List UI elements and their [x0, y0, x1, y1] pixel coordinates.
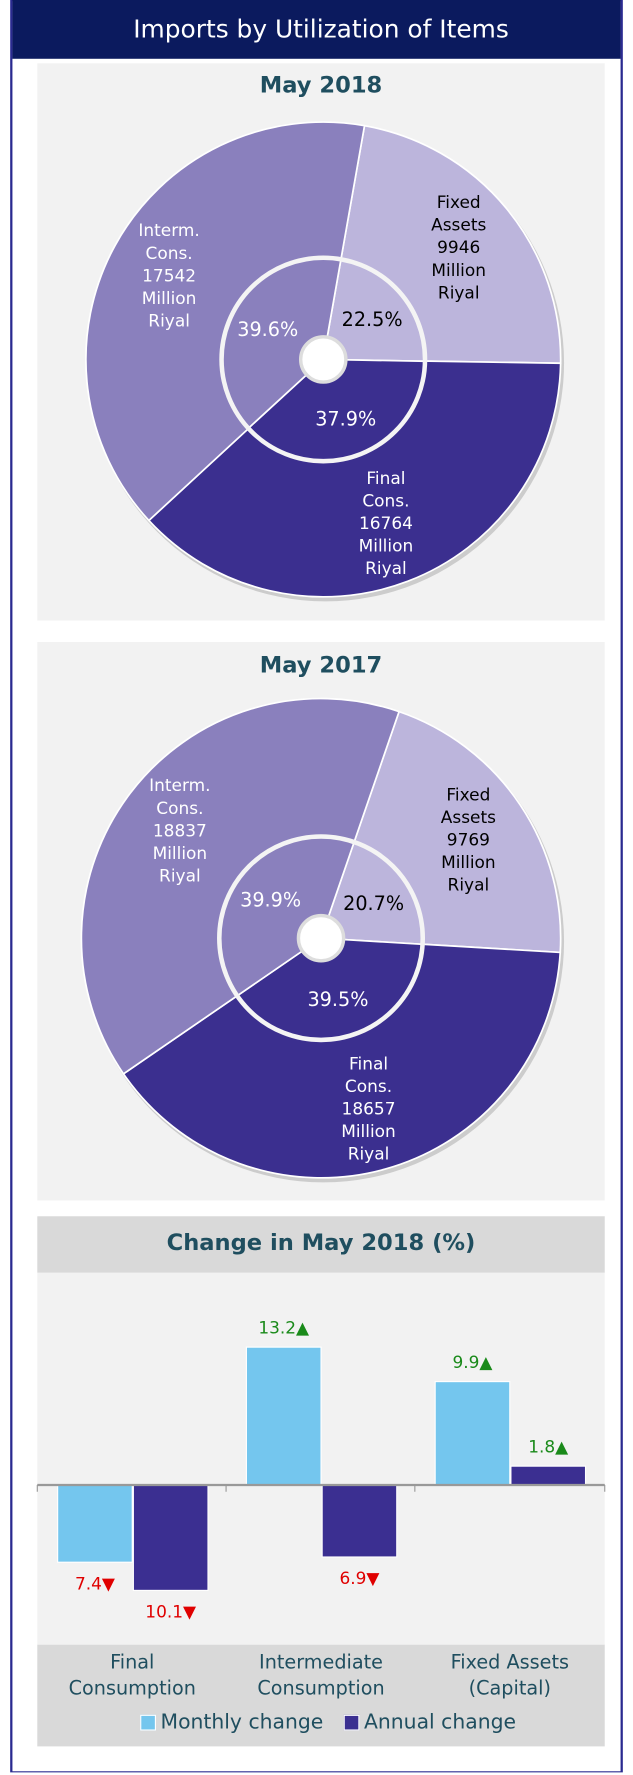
category: Final Cons.: [344, 1053, 393, 1097]
unit: Million Riyal: [441, 851, 496, 895]
panel-header: [37, 1216, 605, 1273]
value: 9769: [446, 829, 490, 850]
share-label: 20.7%: [343, 892, 404, 915]
share-label: 37.9%: [315, 407, 376, 430]
category: Interm. Cons.: [149, 775, 211, 819]
inner-ring: [219, 255, 428, 464]
hole: [298, 335, 348, 384]
share-label: 39.9%: [240, 889, 301, 912]
legend-text: Annual change: [363, 1710, 517, 1734]
value: 9946: [437, 237, 481, 258]
slice-label: Final Cons. 18657 Million Riyal: [332, 1053, 404, 1166]
header-title: Imports by Utilization of Items: [133, 14, 509, 43]
value: 17542: [142, 265, 197, 286]
unit: Million Riyal: [358, 535, 414, 579]
bar: [321, 1484, 398, 1558]
unit: Million Riyal: [152, 843, 208, 887]
value: 16764: [358, 513, 413, 534]
slice-label: Fixed Assets 9946 Million Riyal: [423, 191, 495, 304]
slice-label: Interm. Cons. 18837 Million Riyal: [144, 774, 216, 887]
bar: [510, 1465, 587, 1486]
pie-slice: [147, 358, 562, 598]
legend-entry: Monthly change: [140, 1710, 323, 1734]
unit: Million Riyal: [141, 287, 197, 331]
chart-title: May 2018: [260, 73, 383, 99]
x-tick-label: Intermediate Consumption: [257, 1651, 385, 1701]
slice-label: Fixed Assets 9769 Million Riyal: [432, 783, 504, 896]
unit: Million Riyal: [341, 1121, 396, 1165]
bar: [245, 1346, 322, 1486]
chart-title: May 2017: [260, 653, 383, 679]
legend-swatch: [343, 1714, 360, 1731]
pie-slice: [122, 937, 562, 1179]
category: Fixed Assets: [431, 192, 487, 236]
bar-label: 10.1▼: [145, 1602, 196, 1622]
pie-slice: [85, 121, 366, 522]
legend-entry: Annual change: [343, 1710, 517, 1734]
share-label: 39.6%: [237, 318, 298, 341]
x-tick-label: Final Consumption: [68, 1651, 196, 1701]
hole: [296, 913, 346, 963]
bar: [57, 1484, 133, 1563]
category: Interm. Cons.: [138, 219, 200, 263]
bar: [132, 1484, 209, 1591]
share-label: 39.5%: [307, 988, 368, 1011]
bar-label: 9.9▲: [453, 1352, 493, 1372]
category: Fixed Assets: [440, 784, 496, 828]
panel-footer: [37, 1644, 605, 1747]
legend-swatch: [140, 1714, 156, 1731]
unit: Million Riyal: [431, 260, 487, 303]
value: 18837: [152, 820, 207, 842]
legend-text: Monthly change: [160, 1710, 324, 1734]
bar: [434, 1381, 511, 1486]
slice-label: Final Cons. 16764 Million Riyal: [350, 467, 422, 580]
category: Final Cons.: [362, 468, 410, 512]
share-label: 22.5%: [342, 308, 403, 331]
bar-label: 13.2▲: [258, 1318, 309, 1338]
inner-ring: [217, 834, 426, 1043]
value: 18657: [341, 1098, 396, 1120]
chart-title: Change in May 2018 (%): [167, 1230, 476, 1256]
x-tick-label: Fixed Assets (Capital): [450, 1651, 570, 1701]
bar-label: 1.8▲: [528, 1437, 568, 1457]
slice-label: Interm. Cons. 17542 Million Riyal: [133, 219, 205, 332]
header: [12, 0, 621, 59]
bar-label: 6.9▼: [339, 1568, 379, 1588]
bar-label: 7.4▼: [75, 1573, 115, 1593]
